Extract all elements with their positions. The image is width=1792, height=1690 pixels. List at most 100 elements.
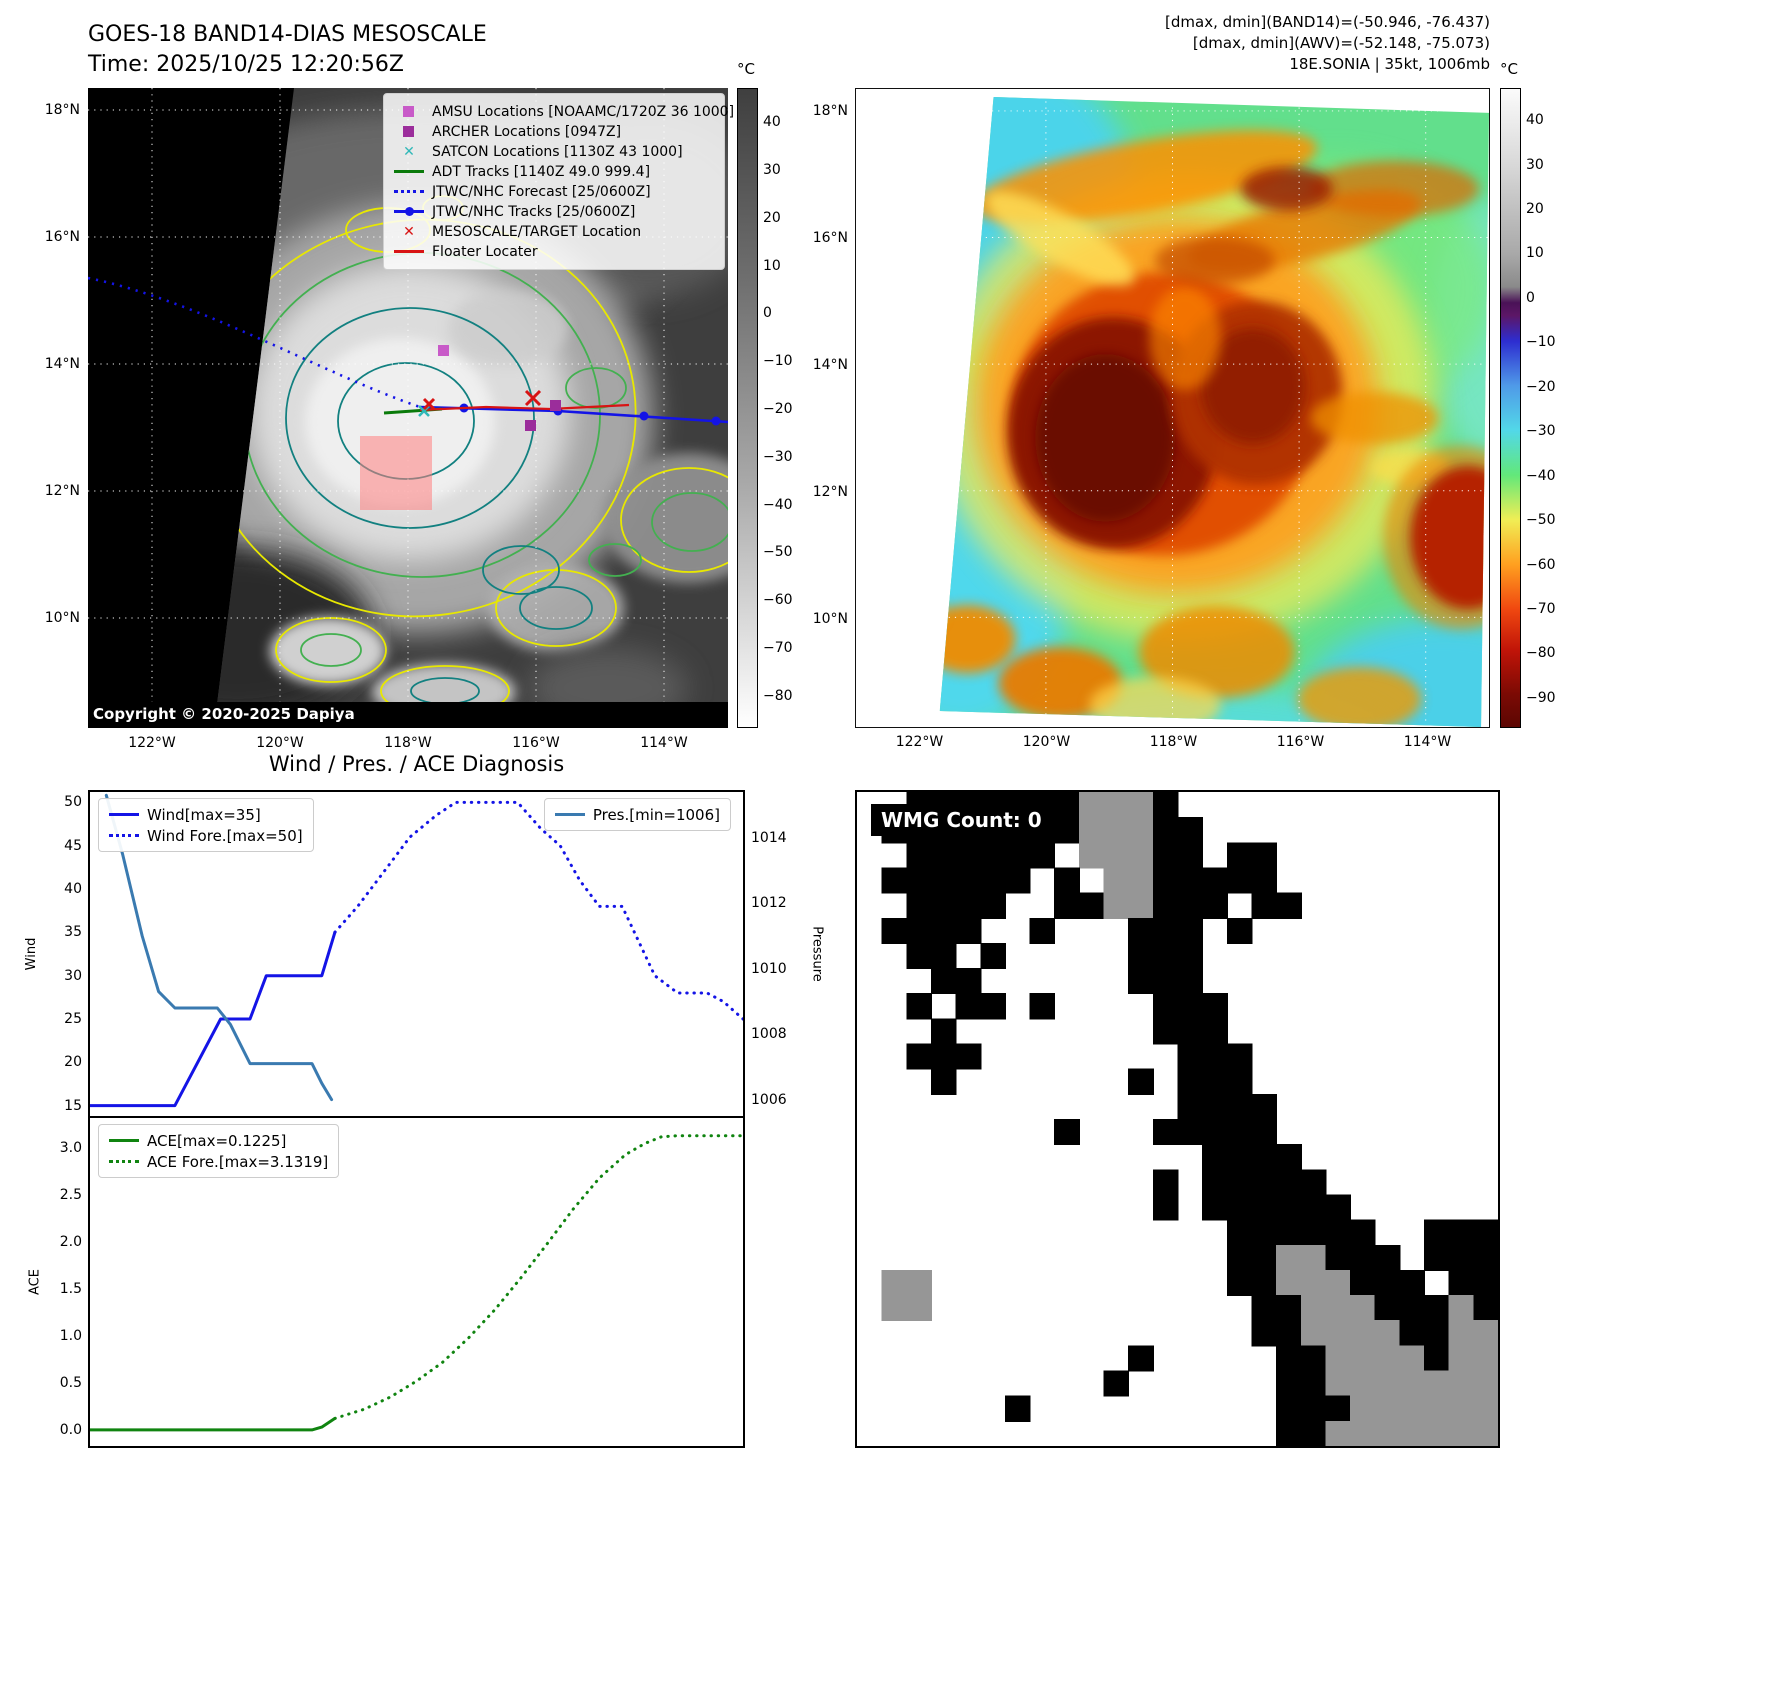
- pressure-tick-label: 1010: [751, 960, 787, 977]
- colorbar-tick-label: −70: [1526, 601, 1556, 617]
- colorbar-tick-label: −70: [763, 639, 793, 656]
- dotted-marker-icon: [394, 185, 424, 199]
- colorbar-tick-label: −80: [1526, 645, 1556, 662]
- wind-tick-label: 30: [64, 967, 82, 984]
- colorbar-tick-label: 40: [763, 114, 781, 131]
- mesoscale-target-box: [360, 436, 432, 510]
- legend-item-label: ADT Tracks [1140Z 49.0 999.4]: [432, 163, 651, 180]
- lon-tick-label: 120°W: [256, 735, 304, 751]
- amsu-location-marker: [438, 345, 449, 356]
- band14-colorbar: 40 30 20 10 0 −10 −20 −30 −40 −50 −60 −70 −80: [737, 88, 793, 728]
- ace-tick-label: 1.0: [59, 1327, 82, 1344]
- legend-item-label: SATCON Locations [1130Z 43 1000]: [432, 143, 683, 160]
- legend-item-label: MESOSCALE/TARGET Location: [432, 223, 642, 240]
- pressure-tick-label: 1008: [751, 1026, 787, 1043]
- colorbar-tick-label: 20: [763, 209, 781, 226]
- graticule: [856, 89, 1489, 727]
- dotted-line-icon: [109, 1155, 139, 1169]
- chart-legend-item: ACE Fore.[max=3.1319]: [109, 1152, 328, 1171]
- lat-tick-label: 16°N: [44, 228, 80, 245]
- colorbar-tick-label: −50: [763, 544, 793, 561]
- awv-sat-image: [856, 89, 1489, 727]
- colorbar-tick-label: −90: [1526, 689, 1556, 706]
- colorbar-tick-label: −40: [1526, 467, 1556, 484]
- pressure-tick-label: 1012: [751, 895, 787, 912]
- ace-tick-label: 2.0: [59, 1234, 82, 1250]
- floater-locater-line: [419, 403, 630, 412]
- wmg-count-panel: WMG Count: 0: [855, 790, 1500, 1448]
- lon-tick-label: 118°W: [384, 735, 432, 751]
- dmax-dmin-awv: [dmax, dmin](AWV)=(-52.148, -75.073): [1192, 34, 1490, 52]
- lat-tick-label: 18°N: [812, 103, 848, 120]
- legend-item: JTWC/NHC Tracks [25/0600Z]: [394, 202, 714, 221]
- ace-tick-label: 1.5: [59, 1280, 82, 1297]
- chart-legend-label: ACE[max=0.1225]: [147, 1131, 287, 1150]
- wind-tick-label: 40: [64, 881, 82, 898]
- ace-legend: ACE[max=0.1225] ACE Fore.[max=3.1319]: [98, 1124, 340, 1178]
- colorbar-tick-label: 0: [1526, 289, 1535, 306]
- wmg-count-label: WMG Count: 0: [871, 804, 1052, 836]
- colorbar-tick-label: −30: [1526, 423, 1556, 440]
- wind-tick-label: 15: [64, 1097, 82, 1114]
- awv-colorbar-unit: °C: [1500, 60, 1518, 78]
- line-marker-icon: [394, 245, 424, 259]
- square-marker-icon: [394, 125, 424, 139]
- wind-pressure-chart: Wind[max=35] Wind Fore.[max=50] Pres.[min…: [24, 790, 824, 1118]
- colorbar-tick-label: 0: [763, 305, 772, 322]
- pressure-legend: Pres.[min=1006]: [543, 798, 731, 831]
- colorbar-tick-label: 10: [763, 257, 781, 274]
- lon-tick-label: 116°W: [512, 735, 560, 751]
- ace-tick-label: 2.5: [59, 1187, 82, 1204]
- archer-location-marker: [550, 400, 561, 411]
- legend-item: ✕ MESOSCALE/TARGET Location: [394, 222, 714, 241]
- line-dot-marker-icon: [394, 205, 424, 219]
- legend-item: JTWC/NHC Forecast [25/0600Z]: [394, 182, 714, 201]
- chart-legend-item: ACE[max=0.1225]: [109, 1131, 328, 1150]
- x-marker-icon: ✕: [403, 143, 415, 160]
- band14-time: Time: 2025/10/25 12:20:56Z: [88, 52, 404, 77]
- band14-title-block: GOES-18 BAND14-DIAS MESOSCALE Time: 2025…: [88, 20, 487, 80]
- wind-tick-label: 45: [64, 837, 82, 854]
- legend-item-label: JTWC/NHC Forecast [25/0600Z]: [432, 183, 651, 200]
- band14-legend: AMSU Locations [NOAAMC/1720Z 36 1000] ARC…: [383, 93, 734, 270]
- lon-tick-label: 116°W: [1276, 734, 1325, 750]
- lat-tick-label: 10°N: [812, 610, 848, 627]
- wind-tick-label: 35: [64, 924, 82, 941]
- awv-header-block: [dmax, dmin](BAND14)=(-50.946, -76.437) …: [890, 12, 1490, 75]
- legend-item: ADT Tracks [1140Z 49.0 999.4]: [394, 162, 714, 181]
- lon-tick-label: 122°W: [128, 735, 176, 751]
- pressure-tick-label: 1014: [751, 829, 787, 846]
- x-marker-icon: ✕: [403, 223, 415, 240]
- colorbar-tick-label: −40: [763, 496, 793, 513]
- jtwc-forecast-line: [87, 276, 421, 409]
- chart-legend-item: Wind Fore.[max=50]: [109, 826, 303, 845]
- colorbar-tick-label: 40: [1526, 112, 1544, 129]
- lat-tick-label: 12°N: [812, 484, 848, 500]
- pressure-axis-label: Pressure: [809, 926, 825, 982]
- lat-tick-label: 14°N: [812, 357, 848, 374]
- lat-tick-label: 12°N: [44, 483, 80, 499]
- lon-tick-label: 114°W: [1403, 734, 1452, 750]
- legend-item: ARCHER Locations [0947Z]: [394, 122, 714, 141]
- colorbar-tick-label: −20: [763, 401, 793, 417]
- wind-pressure-plot-area: [90, 793, 743, 1108]
- legend-item: ✕ SATCON Locations [1130Z 43 1000]: [394, 142, 714, 161]
- wind-tick-label: 20: [64, 1054, 82, 1071]
- storm-id-intensity: 18E.SONIA | 35kt, 1006mb: [1289, 55, 1490, 73]
- line-marker-icon: [394, 165, 424, 179]
- legend-item-label: ARCHER Locations [0947Z]: [432, 123, 622, 140]
- square-marker-icon: [394, 105, 424, 119]
- chart-legend-label: Wind Fore.[max=50]: [147, 826, 303, 845]
- colorbar-tick-label: −60: [763, 592, 793, 609]
- lon-tick-label: 114°W: [640, 735, 688, 751]
- ace-plot-area: [90, 1134, 743, 1432]
- ace-axis-label: ACE: [27, 1269, 43, 1295]
- chart-legend-label: ACE Fore.[max=3.1319]: [147, 1152, 329, 1171]
- ace-chart: ACE[max=0.1225] ACE Fore.[max=3.1319] ACE…: [28, 1118, 745, 1448]
- wind-tick-label: 25: [64, 1010, 82, 1027]
- pressure-tick-label: 1006: [751, 1091, 787, 1108]
- chart-legend-label: Wind[max=35]: [147, 805, 261, 824]
- dotted-line-icon: [109, 829, 139, 843]
- chart-legend-item: Pres.[min=1006]: [554, 805, 720, 824]
- band14-colorbar-unit: °C: [737, 60, 755, 78]
